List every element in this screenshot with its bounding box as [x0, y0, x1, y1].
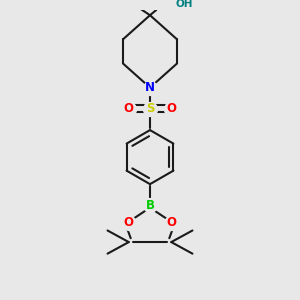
Text: O: O [166, 216, 176, 229]
Text: OH: OH [175, 0, 193, 9]
Text: O: O [124, 102, 134, 116]
Text: N: N [145, 81, 155, 94]
Text: O: O [166, 102, 176, 116]
Text: S: S [146, 102, 154, 116]
Text: B: B [146, 199, 154, 212]
Text: O: O [124, 216, 134, 229]
